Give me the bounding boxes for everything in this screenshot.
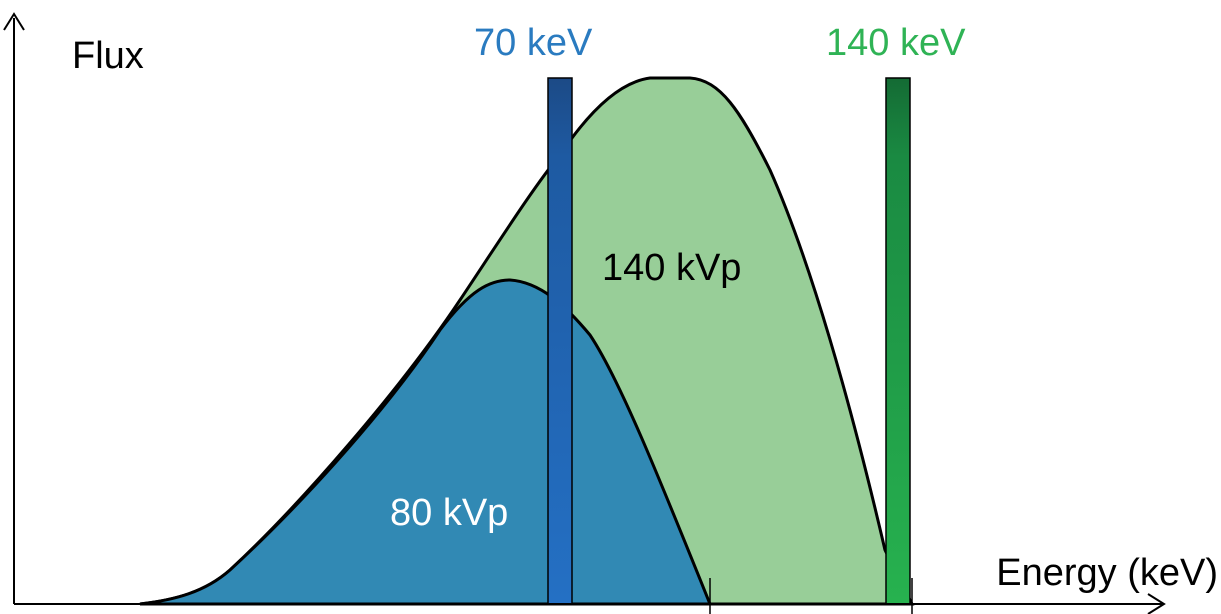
x-axis-arrowhead: [1147, 593, 1166, 614]
energy-bin-70kev-bar: [547, 77, 573, 605]
y-axis-label: Flux: [72, 35, 144, 77]
y-axis-arrowhead: [3, 12, 25, 31]
spectrum-80kvp-label: 80 kVp: [390, 492, 508, 534]
x-axis-label: Energy (keV): [996, 552, 1218, 594]
energy-bin-140kev-bar: [885, 77, 911, 605]
energy-bin-70kev-label: 70 keV: [474, 22, 593, 64]
energy-bin-140kev-label: 140 keV: [826, 22, 966, 64]
spectrum-140kvp-label: 140 kVp: [602, 247, 741, 289]
